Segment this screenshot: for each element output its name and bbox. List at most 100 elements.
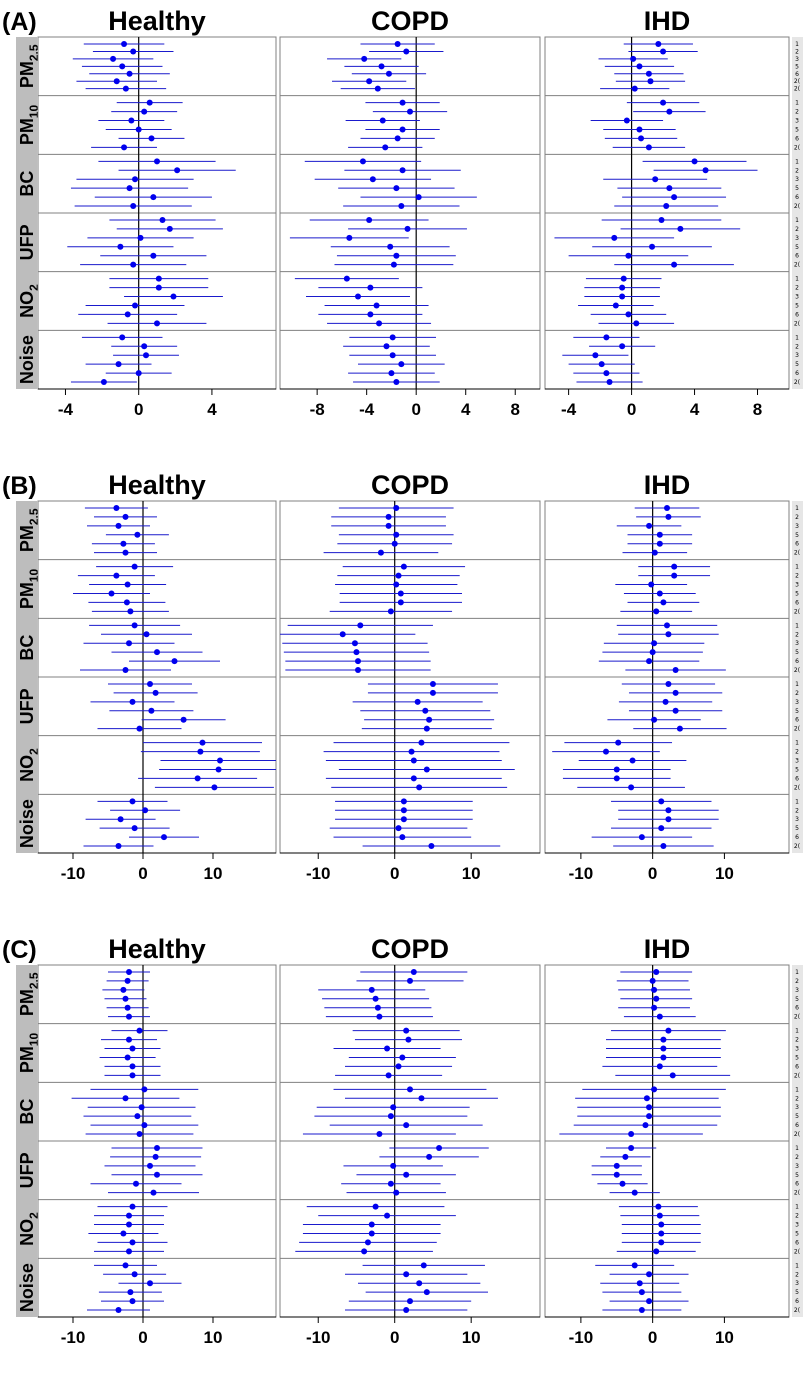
lag-label: 1 xyxy=(795,1028,799,1035)
estimate-point xyxy=(355,658,361,665)
panel-label: (A) xyxy=(2,8,37,36)
estimate-point xyxy=(702,167,709,174)
estimate-point xyxy=(138,1104,145,1111)
estimate-point xyxy=(651,1004,658,1011)
estimate-point xyxy=(613,1162,620,1169)
estimate-point xyxy=(194,775,201,782)
lag-label: 5 xyxy=(795,361,799,368)
estimate-point xyxy=(166,225,173,232)
estimate-point xyxy=(646,658,653,665)
estimate-point xyxy=(100,379,107,385)
estimate-point xyxy=(665,631,672,638)
estimate-point xyxy=(407,1086,413,1093)
lag-label: 1 xyxy=(795,334,799,341)
estimate-point xyxy=(403,1271,410,1278)
estimate-point xyxy=(656,1013,663,1020)
lag-label: 5 xyxy=(795,1054,799,1061)
estimate-point xyxy=(407,977,413,984)
estimate-point xyxy=(129,798,136,805)
estimate-point xyxy=(382,144,389,151)
estimate-point xyxy=(147,1280,153,1287)
group-title: IHD xyxy=(644,6,691,36)
lag-label: 2( xyxy=(794,726,800,733)
group-title: IHD xyxy=(644,470,691,500)
estimate-point xyxy=(420,1262,427,1269)
estimate-point xyxy=(664,505,670,511)
estimate-point xyxy=(394,135,401,142)
estimate-point xyxy=(400,816,407,823)
group-title: COPD xyxy=(371,934,449,964)
lag-label: 6 xyxy=(795,1181,799,1188)
lag-label: 1 xyxy=(795,41,799,48)
estimate-point xyxy=(399,167,406,174)
lag-label: 2 xyxy=(795,343,799,350)
lag-label: 6 xyxy=(795,194,799,201)
group-title: IHD xyxy=(644,934,691,964)
estimate-point xyxy=(672,707,679,714)
lag-label: 6 xyxy=(795,1063,799,1070)
estimate-point xyxy=(388,370,395,377)
estimate-point xyxy=(403,1027,410,1034)
estimate-point xyxy=(410,775,417,782)
estimate-point xyxy=(606,379,613,385)
lag-label: 2( xyxy=(794,608,800,615)
lag-label: 2( xyxy=(794,1014,800,1021)
x-tick-label: 0 xyxy=(648,1328,657,1347)
panel-label: (C) xyxy=(2,936,37,964)
estimate-point xyxy=(628,784,635,791)
estimate-point xyxy=(658,1239,665,1246)
panel-a: (A)PM2.5PM10BCUFPNO2Noise123562(2(123562… xyxy=(2,6,803,419)
estimate-point xyxy=(174,167,181,174)
estimate-point xyxy=(653,969,660,975)
estimate-point xyxy=(372,995,379,1002)
estimate-point xyxy=(123,599,130,606)
lag-label: 2( xyxy=(794,667,800,674)
estimate-point xyxy=(638,1289,645,1296)
estimate-point xyxy=(416,784,423,791)
estimate-point xyxy=(141,1122,148,1129)
estimate-point xyxy=(646,1104,653,1111)
estimate-point xyxy=(119,334,126,341)
lag-label: 1 xyxy=(795,1262,799,1269)
estimate-point xyxy=(665,807,672,814)
x-tick-label: 10 xyxy=(204,864,223,883)
estimate-point xyxy=(665,513,672,520)
lag-label: 1 xyxy=(795,158,799,165)
estimate-point xyxy=(136,725,143,732)
lag-label: 3 xyxy=(795,699,799,706)
estimate-point xyxy=(154,649,160,656)
pollutant-label: UFP xyxy=(17,1152,37,1188)
lag-label: 2 xyxy=(795,226,799,233)
x-tick-label: 8 xyxy=(753,400,762,419)
estimate-point xyxy=(128,117,135,124)
estimate-point xyxy=(691,158,698,165)
lag-label: 2 xyxy=(795,749,799,756)
lag-label: 3 xyxy=(795,235,799,242)
lag-label: 6 xyxy=(795,599,799,606)
estimate-point xyxy=(631,1189,638,1196)
estimate-point xyxy=(368,1230,375,1237)
estimate-point xyxy=(385,522,392,529)
estimate-point xyxy=(613,766,620,773)
lag-label: 5 xyxy=(795,996,799,1003)
estimate-point xyxy=(115,1307,122,1313)
lag-label: 5 xyxy=(795,708,799,715)
lag-label: 2( xyxy=(794,1307,800,1314)
estimate-point xyxy=(400,563,407,570)
estimate-point xyxy=(660,1036,667,1043)
estimate-point xyxy=(646,522,653,529)
group-title: COPD xyxy=(371,6,449,36)
estimate-point xyxy=(636,1280,643,1287)
estimate-point xyxy=(393,379,400,385)
estimate-point xyxy=(130,48,137,55)
estimate-point xyxy=(423,725,430,732)
estimate-point xyxy=(646,1271,653,1278)
lag-label: 6 xyxy=(795,834,799,841)
estimate-point xyxy=(383,343,390,350)
pollutant-label-strip xyxy=(16,37,37,389)
x-tick-label: 8 xyxy=(511,400,520,419)
estimate-point xyxy=(146,99,153,106)
estimate-point xyxy=(359,158,366,165)
estimate-point xyxy=(351,640,358,647)
estimate-point xyxy=(197,748,204,755)
